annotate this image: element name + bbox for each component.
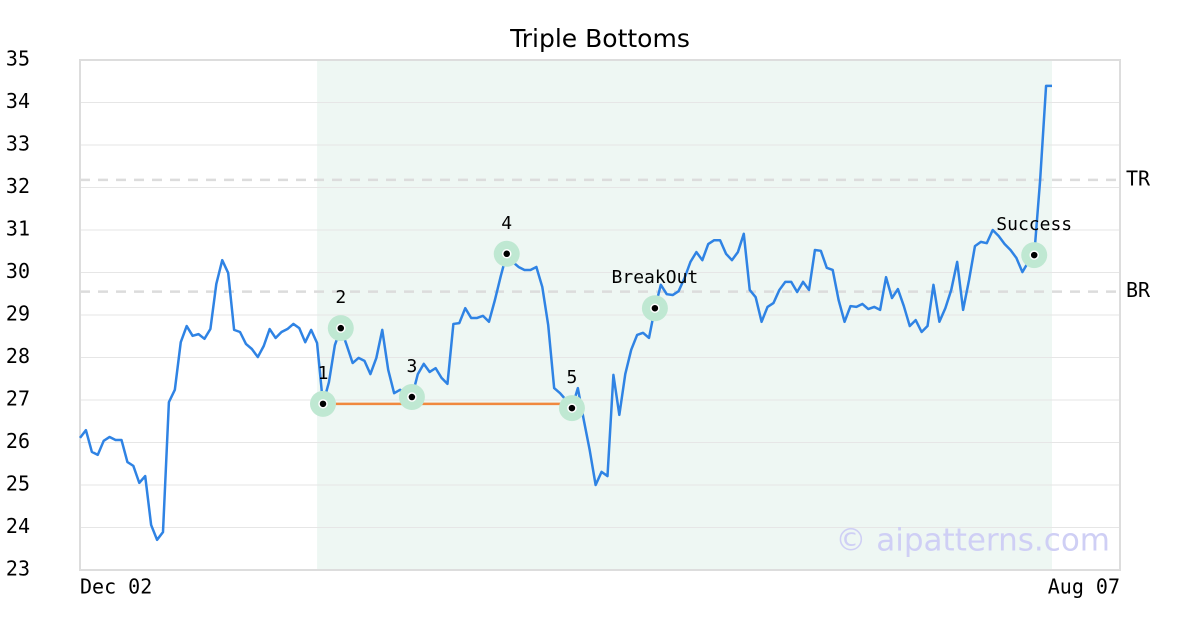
y-tick-label: 35 [6,47,30,71]
pattern-point [318,399,328,409]
reference-label: TR [1126,166,1151,190]
pattern-label: 2 [335,287,346,308]
pattern-label: 3 [406,356,417,377]
watermark: © aipatterns.com [835,523,1110,559]
y-tick-label: 24 [6,514,30,538]
x-tick-label: Aug 07 [1048,575,1120,599]
reference-label: BR [1126,278,1151,302]
y-tick-label: 27 [6,387,30,411]
y-tick-label: 31 [6,217,30,241]
x-tick-label: Dec 02 [80,575,152,599]
plot-frame [79,59,1121,571]
pattern-label: Success [996,214,1072,235]
pattern-label: 1 [318,363,329,384]
y-tick-label: 34 [6,89,30,113]
y-tick-label: 33 [6,132,30,156]
y-tick-label: 26 [6,429,30,453]
y-tick-label: 29 [6,302,30,326]
pattern-label: 4 [501,213,512,234]
pattern-point [650,303,660,313]
pattern-point [1029,250,1039,260]
y-tick-label: 23 [6,557,30,581]
pattern-point [407,392,417,402]
chart-title: Triple Bottoms [509,24,690,53]
y-tick-label: 25 [6,472,30,496]
pattern-point [501,249,512,259]
y-tick-label: 32 [6,174,30,198]
pattern-label: BreakOut [612,267,699,288]
pattern-point [336,323,346,333]
pattern-point [567,403,577,413]
y-tick-label: 30 [6,259,30,283]
pattern-label: 5 [567,367,578,388]
y-tick-label: 28 [6,344,30,368]
